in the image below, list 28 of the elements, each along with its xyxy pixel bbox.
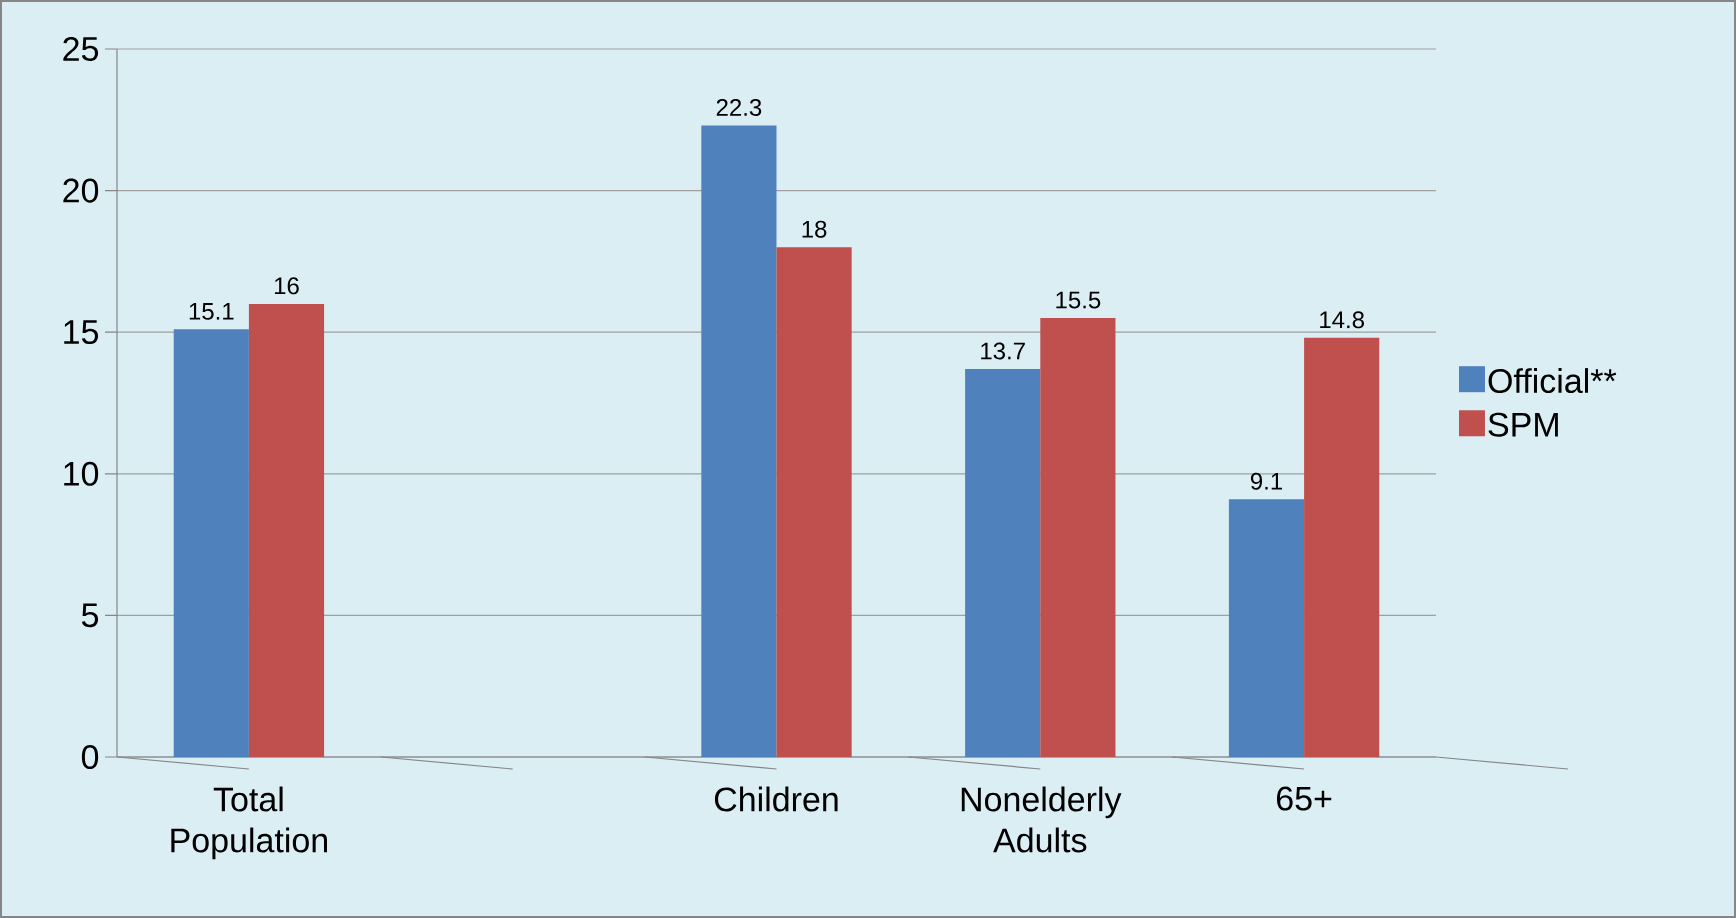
bar	[1040, 318, 1116, 757]
y-tick-label: 0	[81, 744, 99, 770]
data-label: 15.1	[189, 303, 234, 320]
bar	[248, 303, 325, 757]
data-label: 16	[274, 277, 299, 295]
x-tick-label: Nonelderly Adults	[961, 786, 1122, 853]
data-label: 13.7	[981, 342, 1025, 360]
legend-label: SPM	[1488, 412, 1558, 437]
data-label: 9.1	[1250, 472, 1282, 490]
y-tick-label: 5	[81, 603, 99, 628]
data-label: 15.5	[1056, 291, 1101, 309]
bar	[965, 369, 1041, 757]
bar	[701, 125, 777, 757]
bar	[1304, 337, 1380, 757]
data-label: 22.3	[716, 98, 762, 116]
bar	[776, 247, 852, 757]
data-label: 14.8	[1320, 311, 1364, 329]
y-tick-label: 10	[64, 461, 99, 486]
x-tick-label: Total Population	[171, 786, 328, 860]
x-tick-label: 65+	[1276, 786, 1332, 811]
x-tick-label: Children	[714, 786, 838, 812]
data-label: 18	[802, 220, 827, 238]
bar	[173, 329, 249, 757]
y-tick-label: 20	[63, 178, 99, 203]
y-tick-label: 25	[63, 36, 99, 62]
bar	[1228, 499, 1305, 757]
y-tick-label: 15	[64, 320, 99, 345]
legend-label: Official**	[1488, 368, 1617, 394]
